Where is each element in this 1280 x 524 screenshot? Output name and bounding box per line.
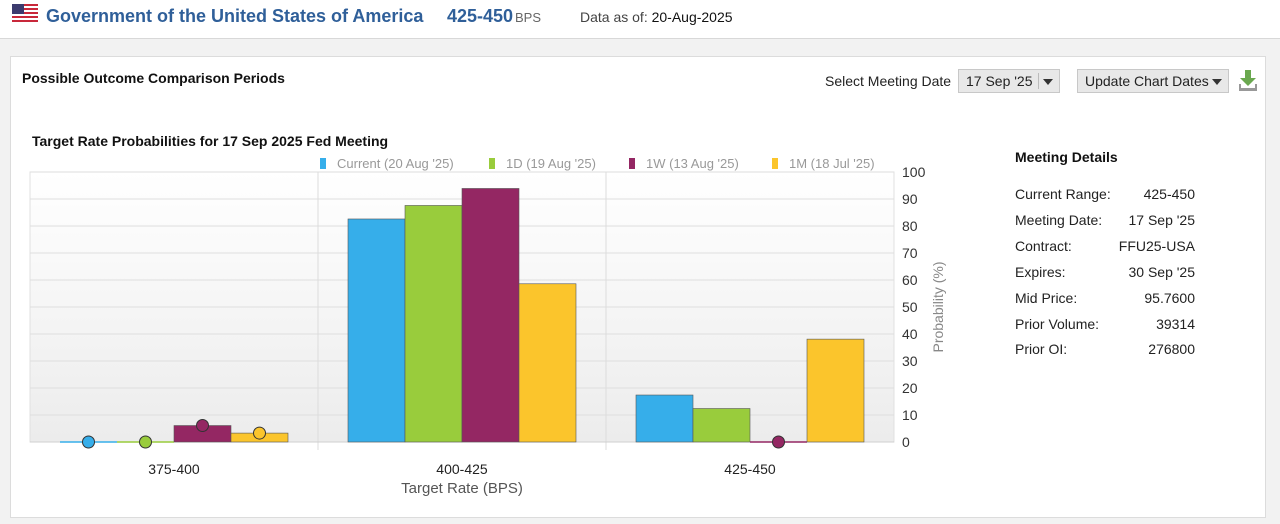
bar-marker [253, 426, 266, 440]
select-divider [1038, 73, 1039, 89]
detail-row: Prior OI: 276800 [1015, 341, 1195, 361]
detail-row: Meeting Date: 17 Sep '25 [1015, 212, 1195, 232]
bar-1-1 [404, 205, 463, 443]
legend-label: 1D (19 Aug '25) [506, 156, 596, 171]
legend-label: 1M (18 Jul '25) [789, 156, 875, 171]
y-tick-label: 0 [902, 434, 910, 450]
detail-value: 425-450 [1143, 186, 1195, 202]
detail-label: Contract: [1015, 238, 1072, 254]
y-tick-label: 40 [902, 326, 918, 342]
legend-item-current[interactable]: Current (20 Aug '25) [320, 156, 454, 171]
meeting-date-label: Select Meeting Date [825, 73, 952, 89]
chart-title: Target Rate Probabilities for 17 Sep 202… [32, 133, 389, 149]
data-as-of: Data as of: 20-Aug-2025 [580, 9, 733, 25]
bar-1-0 [347, 218, 406, 443]
download-icon[interactable] [1237, 69, 1259, 93]
x-tick-label: 400-425 [436, 461, 488, 477]
bar-1-2 [461, 188, 520, 443]
detail-label: Meeting Date: [1015, 212, 1103, 228]
legend-label: Current (20 Aug '25) [337, 156, 454, 171]
y-tick-label: 100 [902, 164, 926, 180]
meeting-details-title: Meeting Details [1015, 149, 1118, 165]
probability-chart: 0 10 20 30 40 50 60 70 80 90 100 375-400 400-425 425-… [29, 164, 946, 497]
detail-label: Prior Volume: [1015, 316, 1100, 332]
legend-swatch [489, 158, 495, 169]
current-range-value: 425-450 [447, 6, 514, 26]
y-tick-label: 30 [902, 353, 918, 369]
chevron-down-icon [1043, 79, 1053, 85]
update-chart-dates-button[interactable]: Update Chart Dates [1077, 69, 1229, 93]
bar-marker [196, 419, 209, 433]
range-unit: BPS [515, 10, 542, 25]
panel-title: Possible Outcome Comparison Periods [22, 70, 285, 86]
detail-value: 95.7600 [1144, 290, 1195, 306]
legend-swatch [320, 158, 326, 169]
legend-label: 1W (13 Aug '25) [646, 156, 739, 171]
meeting-date-select[interactable]: 17 Sep '25 [958, 69, 1060, 93]
x-tick-label: 425-450 [724, 461, 776, 477]
meeting-date-value: 17 Sep '25 [966, 73, 1033, 89]
bar-2-1 [692, 408, 751, 443]
x-tick-label: 375-400 [148, 461, 200, 477]
y-axis-title: Probability (%) [930, 261, 946, 352]
as-of-date: 20-Aug-2025 [651, 9, 733, 25]
legend-swatch [629, 158, 635, 169]
x-axis-title: Target Rate (BPS) [401, 480, 523, 497]
legend-swatch [772, 158, 778, 169]
bar-marker [772, 435, 785, 449]
detail-value: 39314 [1156, 316, 1195, 332]
detail-label: Expires: [1015, 264, 1066, 280]
bar-2-3 [806, 338, 865, 443]
detail-row: Prior Volume: 39314 [1015, 316, 1195, 336]
update-chart-dates-label: Update Chart Dates [1085, 73, 1209, 89]
detail-value: FFU25-USA [1118, 238, 1195, 254]
legend-item-1d[interactable]: 1D (19 Aug '25) [489, 156, 596, 171]
chevron-down-icon [1212, 79, 1222, 85]
as-of-label: Data as of: [580, 9, 648, 25]
bar-marker [82, 435, 95, 449]
bar-2-0 [635, 394, 694, 443]
y-tick-label: 80 [902, 218, 918, 234]
issuer-title: Government of the United States of Ameri… [46, 6, 424, 26]
y-tick-label: 20 [902, 380, 918, 396]
detail-label: Mid Price: [1015, 290, 1078, 306]
us-flag-icon [12, 4, 38, 22]
detail-row: Mid Price: 95.7600 [1015, 290, 1195, 310]
detail-label: Current Range: [1015, 186, 1111, 202]
legend-item-1m[interactable]: 1M (18 Jul '25) [772, 156, 875, 171]
detail-value: 17 Sep '25 [1128, 212, 1195, 228]
detail-row: Contract: FFU25-USA [1015, 238, 1195, 258]
header-bar: Government of the United States of Ameri… [0, 0, 1280, 39]
y-tick-label: 50 [902, 299, 918, 315]
detail-value: 276800 [1148, 341, 1195, 357]
detail-value: 30 Sep '25 [1128, 264, 1195, 280]
legend-item-1w[interactable]: 1W (13 Aug '25) [629, 156, 739, 171]
bar-marker [139, 435, 152, 449]
y-tick-label: 90 [902, 191, 918, 207]
y-tick-label: 10 [902, 407, 918, 423]
detail-row: Expires: 30 Sep '25 [1015, 264, 1195, 284]
detail-row: Current Range: 425-450 [1015, 186, 1195, 206]
outcome-panel: Possible Outcome Comparison Periods Sele… [10, 56, 1266, 518]
detail-label: Prior OI: [1015, 341, 1068, 357]
y-tick-label: 70 [902, 245, 918, 261]
y-tick-label: 60 [902, 272, 918, 288]
bar-1-3 [518, 283, 577, 443]
